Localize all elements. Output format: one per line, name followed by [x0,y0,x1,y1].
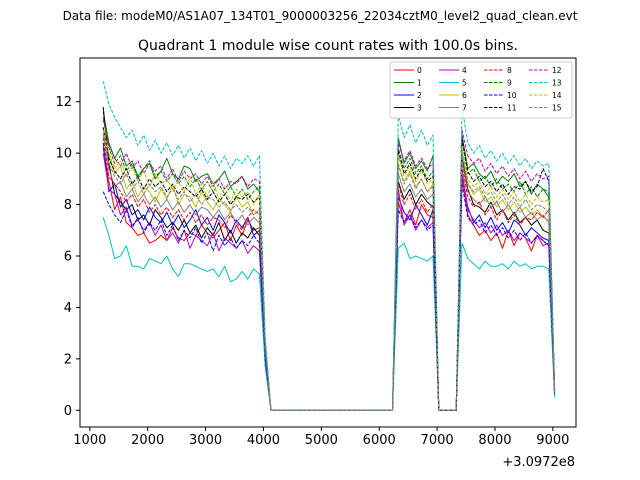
y-tick-label: 4 [64,301,72,316]
legend-label: 11 [507,104,517,113]
legend-label: 5 [462,79,467,88]
y-tick-label: 8 [64,198,72,213]
legend-label: 4 [462,66,467,75]
plot-frame [79,57,577,428]
legend-box [389,61,573,119]
legend-label: 1 [417,79,422,88]
series-line-10 [102,183,556,411]
x-tick-label: 7000 [421,433,454,448]
series-line-14 [102,129,556,411]
x-tick-label: 5000 [305,433,338,448]
x-tick-label: 1000 [73,433,106,448]
legend-label: 12 [552,66,562,75]
x-tick-label: 2000 [131,433,164,448]
x-offset-label: +3.0972e8 [502,455,575,470]
legend-label: 10 [507,91,517,100]
plot-lines [102,80,556,411]
data-file-header: Data file: modeM0/AS1A07_134T01_90000032… [63,9,578,23]
series-line-13 [102,80,556,411]
legend-label: 14 [552,91,562,100]
x-tick-label: 3000 [189,433,222,448]
series-line-15 [102,135,556,411]
legend-label: 6 [462,91,467,100]
y-tick-label: 12 [55,95,72,110]
legend-label: 7 [462,104,467,113]
legend-label: 0 [417,66,422,75]
x-tick-label: 4000 [247,433,280,448]
legend-label: 8 [507,66,512,75]
y-tick-label: 6 [64,250,72,265]
y-tick-label: 0 [64,404,72,419]
y-tick-label: 10 [55,147,72,162]
y-tick-label: 2 [64,352,72,367]
legend-label: 3 [417,104,422,113]
x-tick-label: 9000 [536,433,569,448]
legend-label: 9 [507,79,512,88]
legend-label: 2 [417,91,422,100]
legend-label: 13 [552,79,562,88]
series-line-8 [102,137,556,411]
y-axis: 0 2 4 6 8 10 12 [55,95,80,419]
legend-label: 15 [552,104,562,113]
chart-title: Quadrant 1 module wise count rates with … [138,38,518,54]
x-tick-label: 6000 [363,433,396,448]
x-tick-label: 8000 [478,433,511,448]
x-axis: 1000 2000 3000 4000 5000 6000 7000 8000 9000 [73,427,569,448]
